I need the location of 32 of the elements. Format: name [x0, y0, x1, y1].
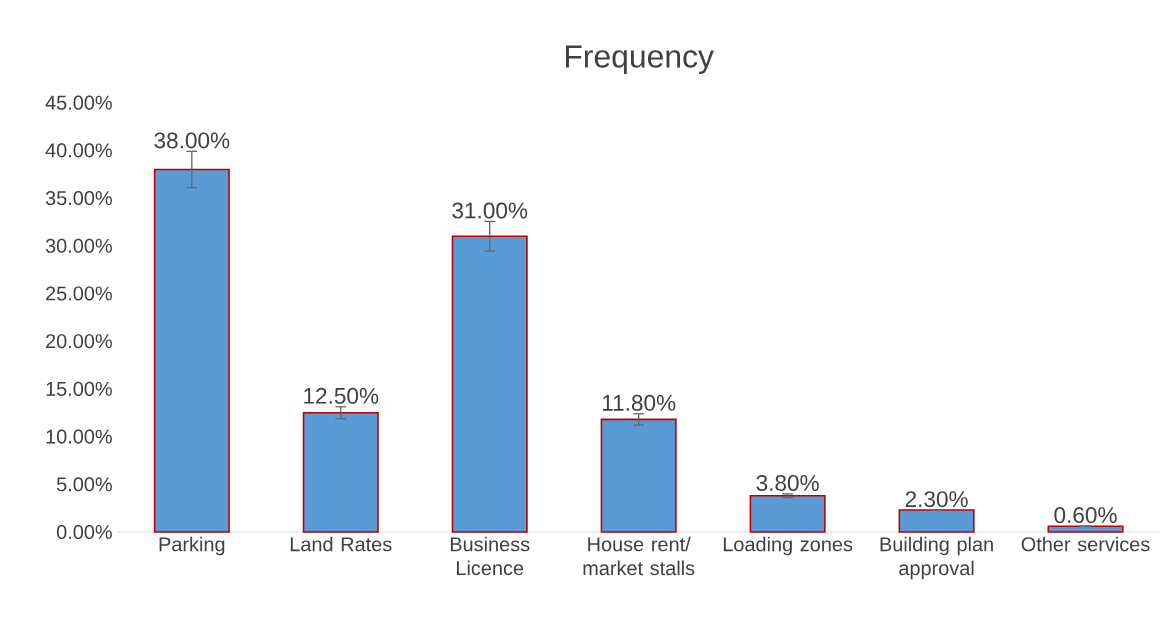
data-label: 0.60%: [1054, 507, 1117, 524]
y-tick-label: 25.00%: [46, 286, 112, 301]
y-tick-label: 15.00%: [46, 381, 112, 396]
data-label: 12.50%: [304, 387, 379, 404]
bar: [1047, 525, 1124, 533]
bar: [600, 418, 677, 533]
bar: [451, 235, 528, 533]
x-tick-label: House rent/ market stalls: [583, 536, 695, 576]
y-tick-label: 45.00%: [45, 95, 112, 110]
data-label: 3.80%: [756, 475, 819, 492]
bar: [302, 411, 379, 533]
data-label: 31.00%: [452, 202, 528, 219]
x-tick-label: Parking: [159, 536, 225, 556]
x-tick-label: Loading zones: [723, 536, 853, 556]
chart-title: Frequency: [565, 45, 714, 75]
data-label: 11.80%: [602, 394, 676, 411]
y-tick-label: 0.00%: [56, 524, 112, 540]
y-tick-label: 30.00%: [45, 238, 112, 253]
data-label: 38.00%: [154, 132, 230, 149]
x-tick-label: Other services: [1021, 536, 1150, 552]
y-tick-label: 35.00%: [45, 191, 112, 206]
x-tick-label: Land Rates: [290, 536, 392, 552]
x-tick-label: Building plan approval: [880, 536, 993, 580]
data-label: 2.30%: [905, 491, 968, 508]
y-tick-label: 20.00%: [46, 334, 112, 349]
y-tick-label: 5.00%: [56, 477, 112, 492]
bar: [153, 168, 230, 533]
bar: [749, 494, 826, 533]
x-tick-label: Business Licence: [450, 536, 530, 576]
bar: [898, 509, 975, 533]
y-tick-label: 40.00%: [45, 143, 112, 158]
y-tick-label: 10.00%: [46, 429, 112, 444]
